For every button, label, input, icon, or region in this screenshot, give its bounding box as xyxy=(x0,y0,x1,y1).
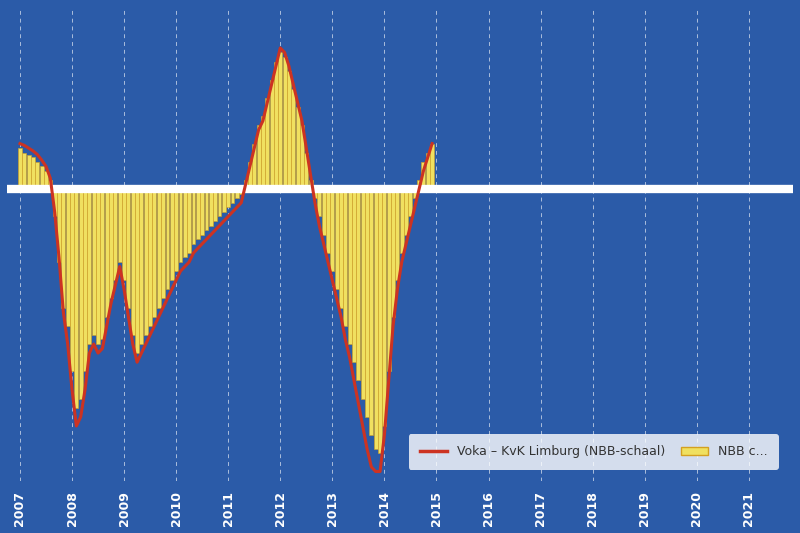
Bar xyxy=(40,166,44,189)
Bar xyxy=(291,89,295,189)
Bar xyxy=(282,57,286,189)
Bar xyxy=(161,189,165,298)
Bar xyxy=(187,189,191,253)
Bar xyxy=(318,189,322,216)
Bar xyxy=(53,189,57,216)
Bar xyxy=(274,62,278,189)
Bar xyxy=(101,189,104,340)
Bar xyxy=(148,189,152,326)
Bar xyxy=(226,189,230,207)
Bar xyxy=(417,180,421,189)
Bar xyxy=(109,189,113,298)
Bar xyxy=(400,189,404,253)
Bar xyxy=(31,157,35,189)
Bar xyxy=(174,189,178,271)
Bar xyxy=(339,189,343,308)
Bar xyxy=(261,116,265,189)
Bar xyxy=(139,189,143,344)
Bar xyxy=(326,189,330,253)
Bar xyxy=(409,189,412,216)
Bar xyxy=(287,71,291,189)
Bar xyxy=(214,189,217,221)
Bar xyxy=(200,189,204,235)
Bar xyxy=(126,189,130,308)
Bar xyxy=(166,189,170,289)
Bar xyxy=(330,189,334,271)
Bar xyxy=(430,143,434,189)
Bar xyxy=(170,189,174,280)
Bar xyxy=(374,189,378,449)
Bar xyxy=(205,189,209,230)
Bar xyxy=(270,80,274,189)
Bar xyxy=(114,189,118,280)
Bar xyxy=(365,189,369,417)
Bar xyxy=(157,189,161,308)
Bar xyxy=(222,189,226,212)
Bar xyxy=(144,189,148,335)
Bar xyxy=(356,189,360,381)
Bar xyxy=(92,189,96,335)
Bar xyxy=(183,189,186,257)
Bar xyxy=(209,189,213,225)
Bar xyxy=(343,189,347,326)
Bar xyxy=(178,189,182,262)
Bar xyxy=(370,189,374,435)
Bar xyxy=(395,189,399,280)
Bar xyxy=(313,189,317,198)
Bar xyxy=(57,189,61,262)
Bar xyxy=(378,189,382,453)
Bar xyxy=(334,189,338,289)
Bar xyxy=(35,162,39,189)
Bar xyxy=(78,189,82,399)
Bar xyxy=(309,180,313,189)
Bar xyxy=(257,125,261,189)
Bar xyxy=(44,171,48,189)
Bar xyxy=(361,189,365,399)
Legend: Voka – KvK Limburg (NBB-schaal), NBB c...: Voka – KvK Limburg (NBB-schaal), NBB c..… xyxy=(409,434,779,470)
Bar xyxy=(74,189,78,408)
Bar xyxy=(135,189,139,353)
Bar xyxy=(96,189,100,344)
Bar xyxy=(300,125,304,189)
Bar xyxy=(66,189,70,326)
Bar xyxy=(22,152,26,189)
Bar xyxy=(413,189,417,198)
Bar xyxy=(48,180,52,189)
Bar xyxy=(391,189,395,317)
Bar xyxy=(196,189,200,239)
Bar xyxy=(296,107,299,189)
Bar xyxy=(62,189,66,308)
Bar xyxy=(278,52,282,189)
Bar xyxy=(191,189,195,244)
Bar xyxy=(248,162,252,189)
Bar xyxy=(153,189,157,317)
Bar xyxy=(83,189,87,372)
Bar xyxy=(70,189,74,372)
Bar xyxy=(105,189,109,317)
Bar xyxy=(87,189,91,344)
Bar xyxy=(352,189,356,362)
Bar xyxy=(122,189,126,280)
Bar xyxy=(26,155,30,189)
Bar xyxy=(426,152,430,189)
Bar xyxy=(244,180,247,189)
Bar xyxy=(348,189,352,344)
Bar xyxy=(218,189,222,216)
Bar xyxy=(239,189,243,193)
Bar xyxy=(404,189,408,235)
Bar xyxy=(266,98,269,189)
Bar xyxy=(322,189,326,235)
Bar xyxy=(252,143,256,189)
Bar xyxy=(386,189,390,372)
Bar xyxy=(118,189,122,262)
Bar xyxy=(131,189,134,335)
Bar xyxy=(382,189,386,426)
Bar xyxy=(304,152,308,189)
Bar xyxy=(422,162,426,189)
Bar xyxy=(18,148,22,189)
Bar xyxy=(230,189,234,203)
Bar xyxy=(235,189,239,198)
